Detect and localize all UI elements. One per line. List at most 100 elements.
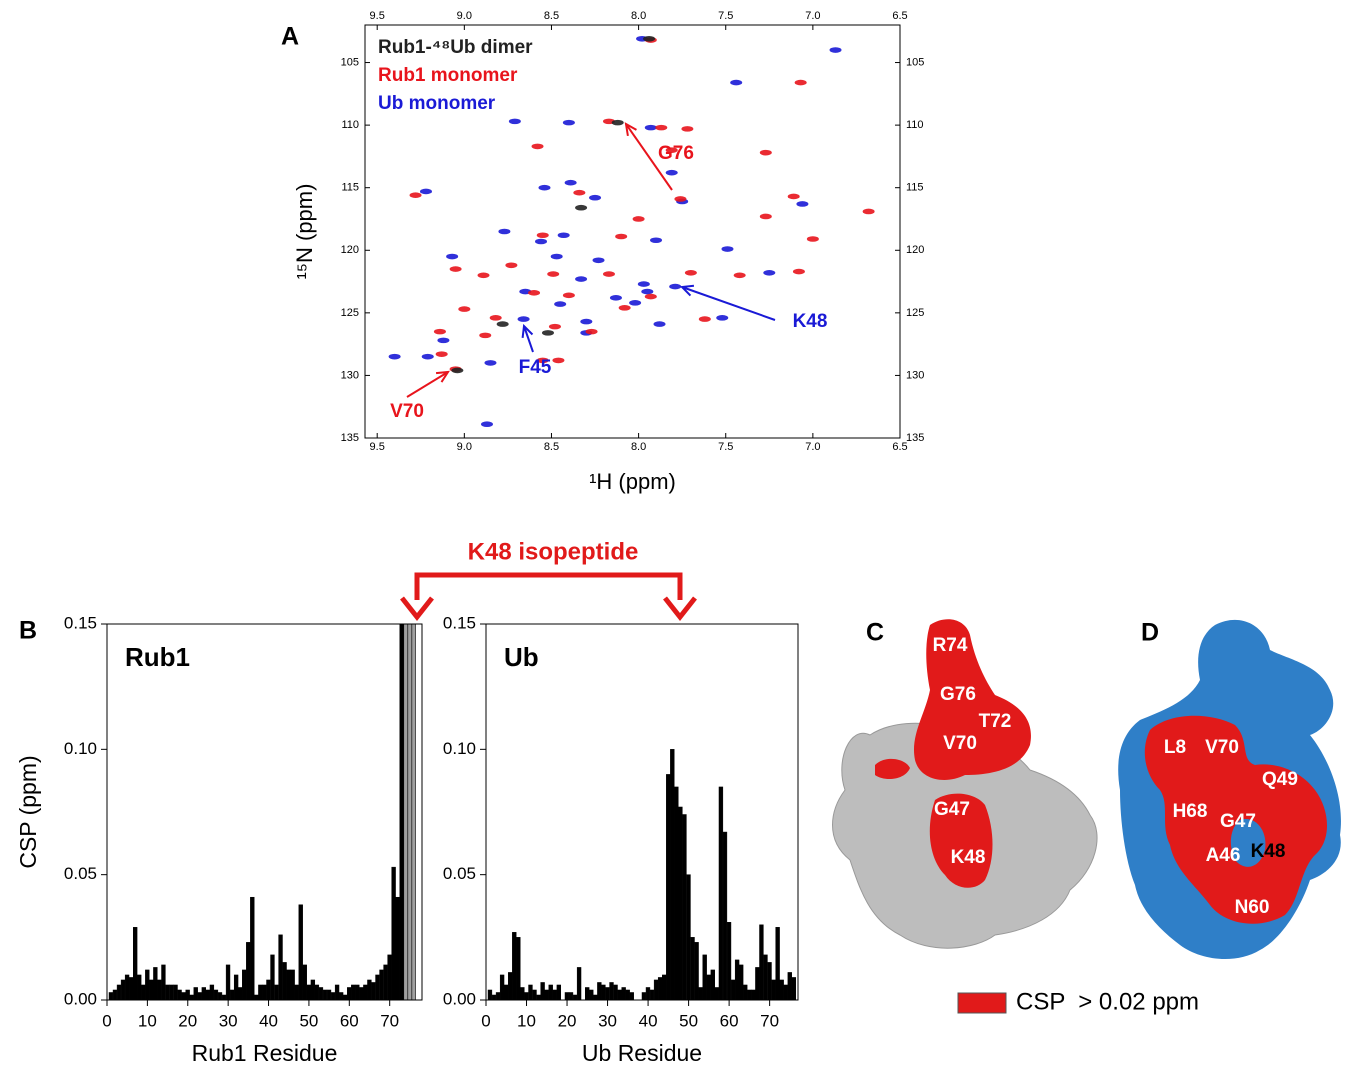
- residue-label: G47: [934, 799, 970, 820]
- peak: [458, 306, 471, 312]
- bar: [629, 992, 634, 1000]
- bar: [763, 954, 768, 1000]
- x-tick-label: 10: [517, 1011, 536, 1030]
- x-tick-label: 9.0: [457, 10, 472, 22]
- bar: [347, 987, 352, 1000]
- annotation-arrowhead: [521, 323, 534, 339]
- y-tick-label: 130: [906, 369, 924, 381]
- bar: [383, 964, 388, 1000]
- bar: [246, 942, 251, 1000]
- peak: [592, 257, 605, 264]
- panel-label: C: [866, 619, 884, 647]
- bar: [141, 984, 146, 1000]
- legend-text: CSP > 0.02 ppm: [1016, 988, 1199, 1015]
- bars: [108, 624, 416, 1000]
- bar: [407, 624, 412, 1000]
- chart-title: Ub: [504, 642, 539, 672]
- bar: [576, 967, 582, 1000]
- bar: [698, 987, 703, 1000]
- x-tick-label: 60: [340, 1011, 359, 1030]
- residue-label: N60: [1235, 897, 1270, 918]
- x-tick-label: 20: [178, 1011, 197, 1030]
- bar: [149, 979, 154, 1000]
- peak: [505, 262, 518, 269]
- bar: [363, 984, 368, 1000]
- y-tick-label: 135: [906, 432, 924, 444]
- x-tick-label: 40: [639, 1011, 658, 1030]
- residue-label: L8: [1164, 737, 1186, 758]
- bar: [169, 984, 174, 1000]
- bar: [706, 974, 711, 1000]
- annotation-arrowhead: [679, 284, 695, 297]
- bar: [225, 964, 231, 1000]
- bar: [133, 927, 138, 1000]
- bar: [391, 866, 396, 1000]
- bar: [310, 979, 316, 1000]
- bar: [775, 927, 780, 1000]
- residue-label: V70: [1205, 737, 1239, 758]
- y-tick-label: 0.10: [64, 739, 97, 758]
- y-tick-label: 135: [341, 432, 359, 444]
- panel-label: A: [281, 23, 299, 51]
- bar: [278, 934, 283, 1000]
- bar: [613, 984, 618, 1000]
- x-tick-label: 8.5: [544, 10, 559, 22]
- bar: [617, 989, 622, 1000]
- linkage-label: K48 isopeptide: [468, 538, 639, 565]
- peak: [629, 300, 642, 306]
- bar: [161, 964, 166, 1000]
- bar: [262, 984, 267, 1000]
- peak: [451, 367, 464, 374]
- bar: [645, 987, 651, 1000]
- panel-label: B: [19, 617, 37, 645]
- bar: [326, 989, 332, 1000]
- bar: [128, 977, 134, 1000]
- annotation-arrow: [406, 371, 449, 398]
- y-tick-label: 105: [906, 56, 924, 68]
- bar: [181, 992, 186, 1000]
- peak: [575, 276, 588, 282]
- x-tick-label: 30: [219, 1011, 238, 1030]
- x-tick-label: 60: [720, 1011, 739, 1030]
- annotation: K48: [793, 311, 828, 332]
- bar: [572, 994, 578, 1000]
- surface-d-patch: [1144, 715, 1328, 924]
- legend-entry: Rub1 monomer: [378, 65, 518, 86]
- bar: [491, 994, 497, 1000]
- x-tick-label: 6.5: [892, 441, 907, 453]
- peak: [498, 228, 511, 235]
- bar: [290, 969, 295, 1000]
- annotation-arrowhead: [435, 370, 450, 383]
- bar: [193, 987, 198, 1000]
- peak: [508, 118, 521, 125]
- bar: [532, 989, 537, 1000]
- surface-c-patch: [929, 793, 993, 888]
- x-axis-title: ¹H (ppm): [589, 469, 676, 494]
- bar: [274, 984, 279, 1000]
- peak: [615, 233, 628, 240]
- y-tick-label: 0.00: [64, 989, 97, 1008]
- bar: [201, 987, 206, 1000]
- annotation-arrowhead: [624, 122, 637, 137]
- peak: [611, 119, 624, 126]
- x-axis-title: Ub Residue: [582, 1040, 702, 1066]
- residue-label: A46: [1206, 845, 1241, 866]
- peak: [609, 295, 622, 301]
- bar: [209, 984, 215, 1000]
- plot-frame: [364, 24, 901, 439]
- y-tick-label: 125: [906, 307, 924, 319]
- peak: [449, 266, 462, 272]
- peak: [535, 238, 548, 245]
- bar: [242, 969, 247, 1000]
- x-tick-label: 20: [558, 1011, 577, 1030]
- panel-label: D: [1141, 619, 1159, 647]
- peak: [538, 184, 551, 191]
- bar: [678, 806, 683, 1000]
- bar: [702, 954, 707, 1000]
- bar: [185, 989, 190, 1000]
- bar: [120, 979, 126, 1000]
- peak: [433, 328, 446, 335]
- y-axis-title: ¹⁵N (ppm): [292, 184, 317, 280]
- bar: [266, 979, 271, 1000]
